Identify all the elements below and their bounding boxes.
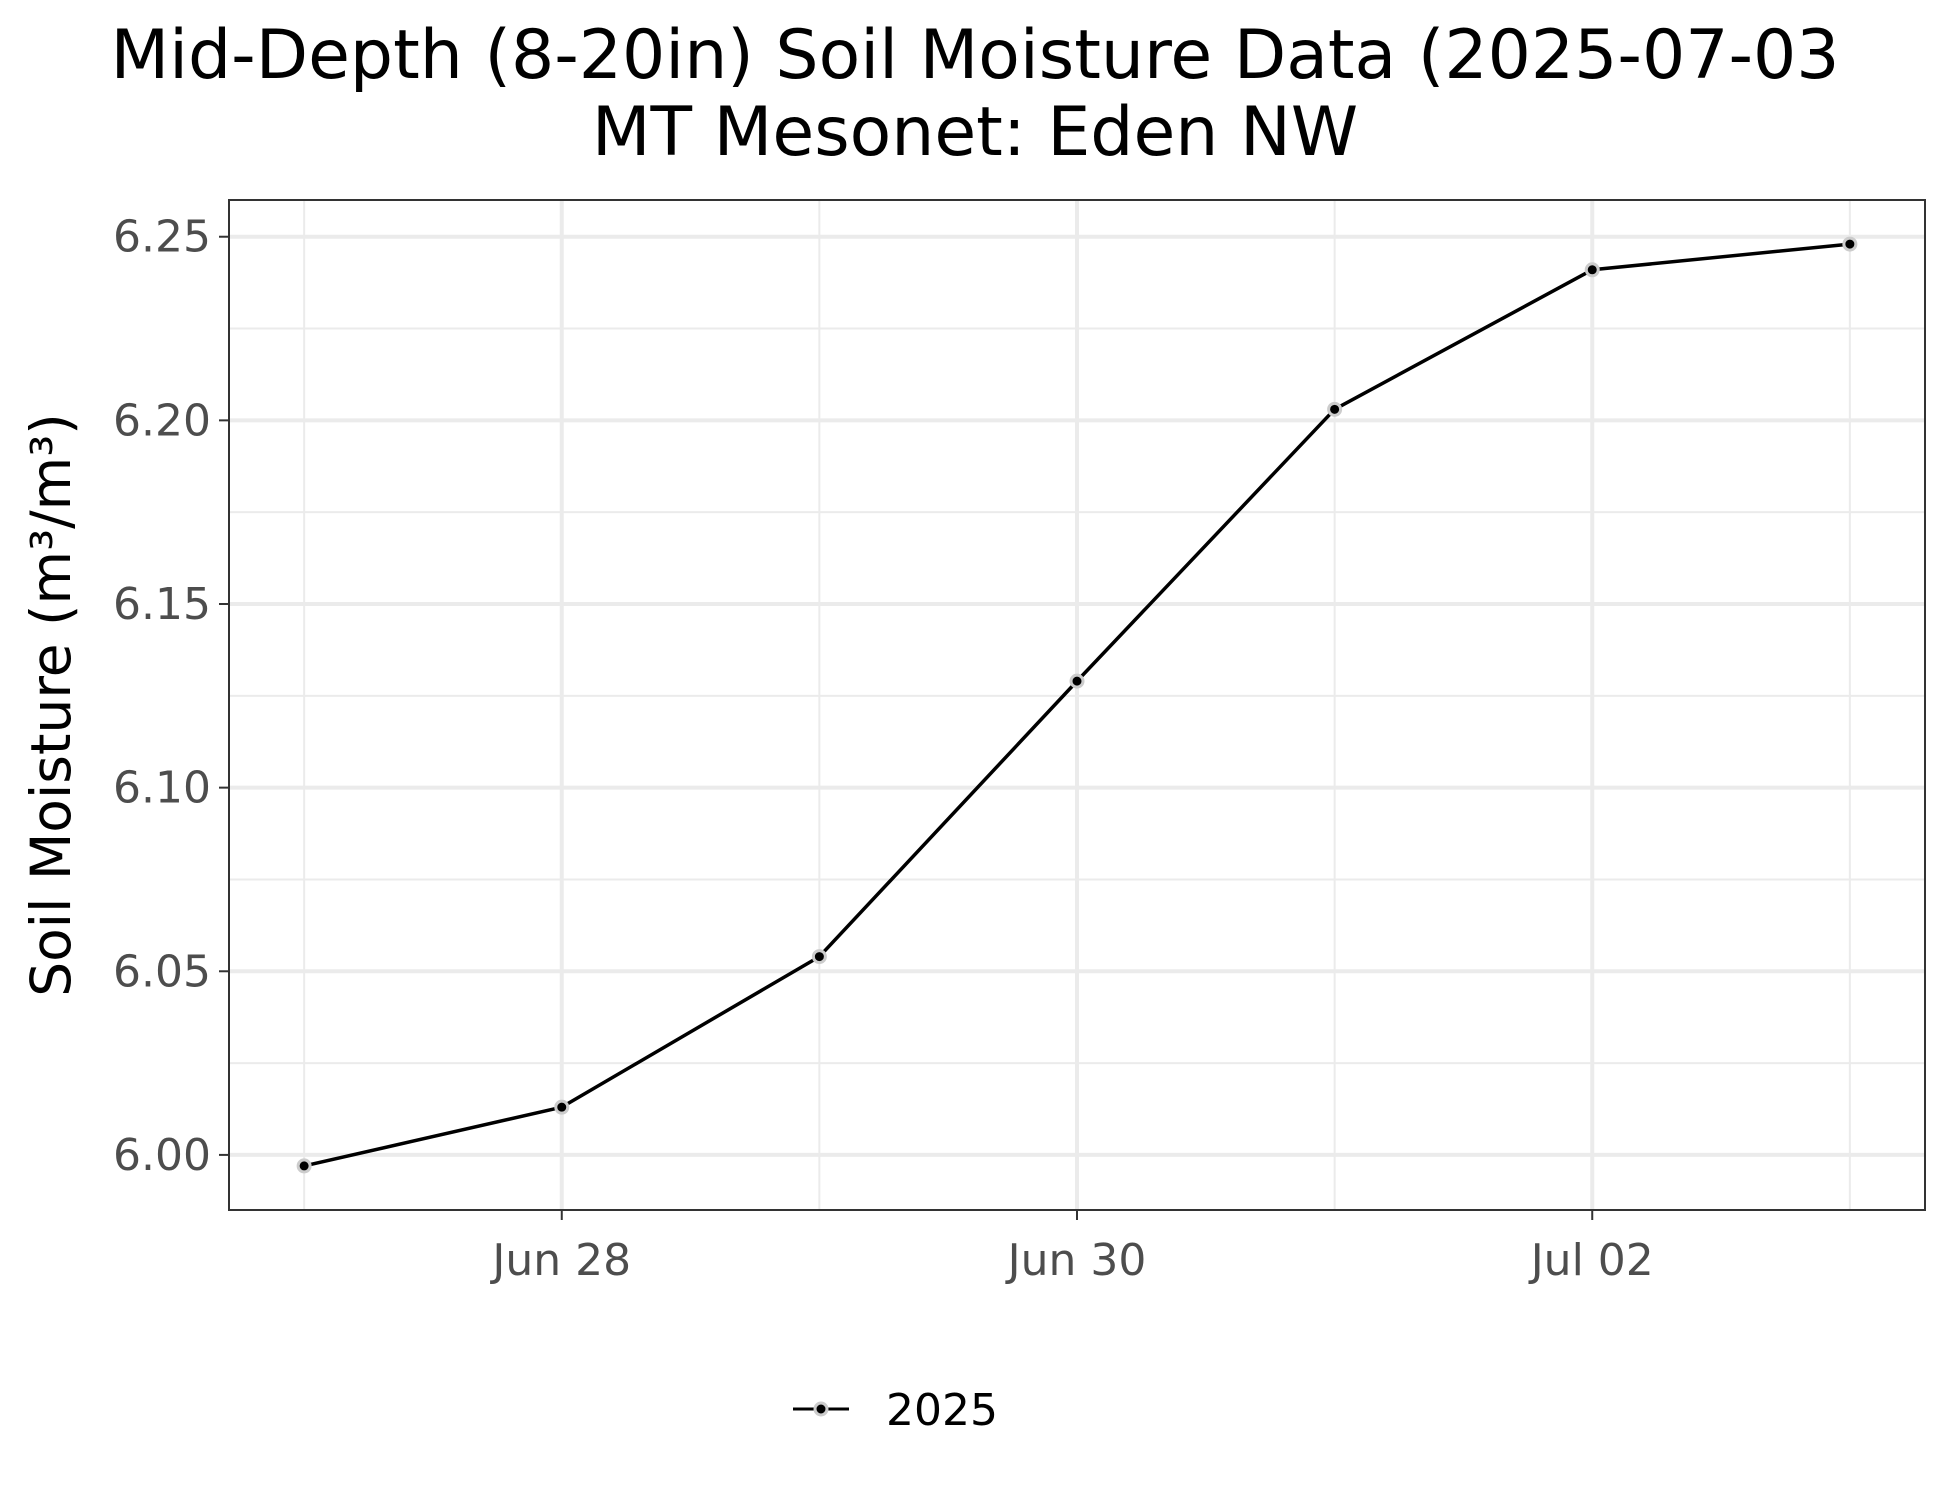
y-tick-label: 6.15: [113, 579, 211, 630]
data-point: [1842, 236, 1858, 252]
y-axis-label: Soil Moisture (m³/m³): [19, 413, 83, 997]
data-point: [554, 1099, 570, 1115]
legend: 2025: [793, 1385, 998, 1436]
legend-point-2025: [813, 1401, 829, 1417]
grid-major: [229, 200, 1925, 1210]
series-layer: [296, 236, 1858, 1174]
legend-label-2025: 2025: [886, 1385, 998, 1436]
y-axis: 6.00 6.05 6.10 6.15 6.20 6.25: [113, 212, 229, 1181]
data-point: [811, 949, 827, 965]
x-tick-label: Jun 30: [1005, 1235, 1147, 1286]
x-axis: Jun 28 Jun 30 Jul 02: [489, 1210, 1654, 1286]
data-point: [296, 1158, 312, 1174]
data-point: [1327, 401, 1343, 417]
y-tick-label: 6.00: [113, 1130, 211, 1181]
data-point: [1584, 262, 1600, 278]
x-tick-label: Jun 28: [489, 1235, 631, 1286]
x-tick-label: Jul 02: [1528, 1235, 1654, 1286]
chart-title: Mid-Depth (8-20in) Soil Moisture Data (2…: [110, 16, 1839, 95]
y-tick-label: 6.20: [113, 395, 211, 446]
y-tick-label: 6.05: [113, 946, 211, 997]
data-point: [1069, 673, 1085, 689]
y-tick-label: 6.10: [113, 763, 211, 814]
chart-subtitle: MT Mesonet: Eden NW: [592, 93, 1358, 172]
y-tick-label: 6.25: [113, 212, 211, 263]
